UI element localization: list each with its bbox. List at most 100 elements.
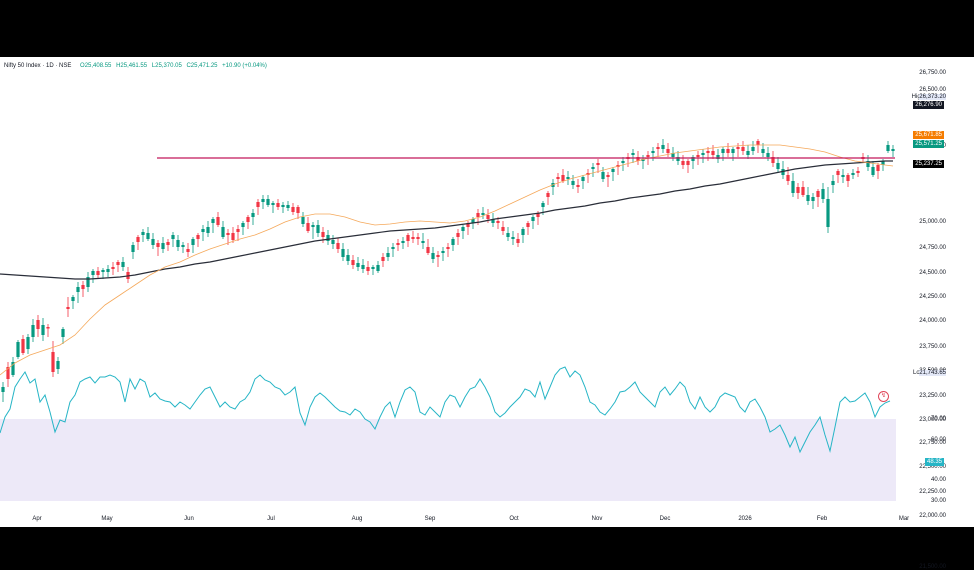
candle-body — [241, 223, 245, 227]
event-marker-icon[interactable]: ↯ — [878, 391, 889, 402]
candle-body — [691, 157, 695, 161]
rsi-line — [0, 366, 891, 454]
candle-body — [416, 237, 420, 239]
candle-body — [461, 227, 465, 231]
candle-body — [491, 219, 495, 223]
candle-body — [871, 167, 875, 175]
candle-body — [181, 245, 185, 247]
price-axis-label: 23,250.00 — [919, 393, 946, 399]
candle-body — [101, 270, 105, 272]
candle-body — [876, 165, 880, 171]
candle-body — [846, 175, 850, 181]
time-axis-label: Apr — [32, 516, 42, 522]
candle-body — [496, 221, 500, 223]
candle-body — [601, 172, 605, 179]
price-axis-label: 26,500.00 — [919, 87, 946, 93]
candle-body — [316, 225, 320, 233]
candle-body — [441, 251, 445, 253]
rsi-axis-label: 60.00 — [930, 437, 946, 443]
price-axis-label: 22,250.00 — [919, 489, 946, 495]
rsi-band — [0, 419, 896, 501]
candle-body — [471, 219, 475, 223]
candle-body — [41, 325, 45, 335]
candle-body — [796, 187, 800, 193]
candle-body — [11, 362, 15, 375]
price-tag: 25,671.85 — [913, 131, 944, 139]
candle-body — [166, 242, 170, 245]
candle-body — [631, 153, 635, 155]
time-axis-label: Sep — [424, 516, 436, 522]
candle-body — [806, 195, 810, 201]
open-value: O25,408.55 — [80, 63, 112, 69]
time-axis-label: Aug — [351, 516, 363, 522]
candle-body — [596, 163, 600, 165]
candle-body — [686, 161, 690, 165]
candle-body — [486, 215, 490, 219]
candlestick-series — [1, 139, 895, 402]
high-marker-label: High — [911, 94, 924, 100]
candle-body — [156, 243, 160, 247]
rsi-axis-label: 40.00 — [930, 477, 946, 483]
candle-body — [236, 229, 240, 232]
candle-body — [406, 235, 410, 241]
time-axis-label: Oct — [509, 516, 519, 522]
candle-body — [531, 217, 535, 221]
candle-body — [6, 367, 10, 379]
candle-body — [176, 240, 180, 247]
candle-body — [211, 219, 215, 223]
candle-body — [776, 163, 780, 169]
price-axis-label: 24,750.00 — [919, 245, 946, 251]
candle-body — [826, 199, 830, 227]
price-axis-label: 24,250.00 — [919, 294, 946, 300]
candle-body — [396, 243, 400, 245]
candle-body — [736, 147, 740, 149]
candle-body — [296, 207, 300, 213]
candle-body — [641, 159, 645, 161]
candle-body — [591, 167, 595, 169]
rsi-axis-label: 70.00 — [930, 416, 946, 422]
candle-body — [56, 361, 60, 369]
price-axis-label: 24,500.00 — [919, 270, 946, 276]
candle-body — [811, 197, 815, 201]
candle-body — [201, 229, 205, 232]
chart-area[interactable]: Nifty 50 Index · 1D · NSE O25,408.55 H25… — [0, 57, 974, 570]
symbol-title: Nifty 50 Index · 1D · NSE — [4, 63, 72, 69]
candle-body — [456, 233, 460, 237]
candle-body — [476, 213, 480, 217]
change-value: +10.90 (+0.04%) — [222, 63, 267, 69]
candle-body — [251, 213, 255, 217]
candle-body — [851, 173, 855, 175]
candle-body — [771, 157, 775, 163]
low-value: L25,370.05 — [151, 63, 182, 69]
candle-body — [161, 243, 165, 249]
candle-body — [186, 249, 190, 252]
candle-body — [31, 325, 35, 337]
time-axis-label: 2026 — [738, 516, 752, 522]
candle-body — [136, 237, 140, 242]
candle-body — [266, 199, 270, 205]
candle-body — [281, 205, 285, 207]
candle-body — [371, 267, 375, 269]
candle-body — [506, 233, 510, 237]
candle-body — [646, 155, 650, 157]
candle-body — [306, 223, 310, 231]
candle-body — [356, 263, 360, 267]
candle-body — [656, 147, 660, 149]
price-tag: 26,276.90 — [913, 101, 944, 109]
candle-body — [301, 217, 305, 224]
candle-body — [696, 155, 700, 157]
candle-body — [386, 253, 390, 257]
candle-body — [231, 233, 235, 240]
candle-body — [51, 352, 55, 372]
candle-body — [801, 187, 805, 195]
price-axis-label: 25,000.00 — [919, 219, 946, 225]
price-plot[interactable] — [0, 57, 974, 527]
candle-body — [411, 237, 415, 239]
candle-body — [436, 255, 440, 257]
candle-body — [146, 233, 150, 239]
time-axis-label: Mar — [898, 516, 910, 522]
price-axis-label: 26,750.00 — [919, 70, 946, 76]
candle-body — [276, 203, 280, 207]
candle-body — [561, 175, 565, 181]
candle-body — [856, 171, 860, 173]
